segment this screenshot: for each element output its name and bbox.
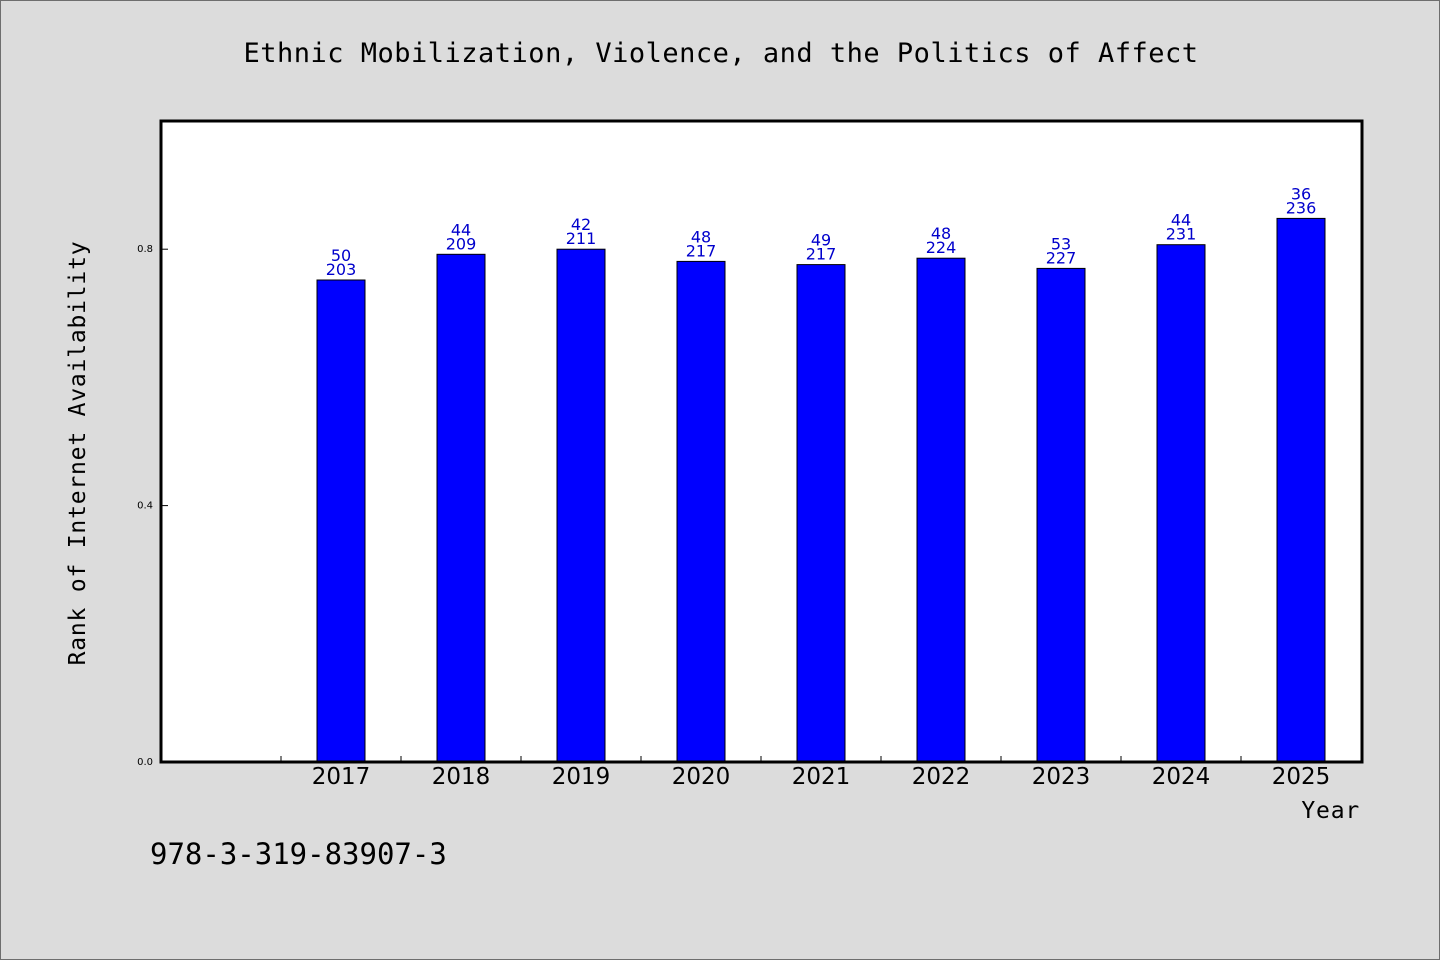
bar-2025 (1276, 217, 1326, 763)
bar-2021 (796, 264, 846, 763)
plot-frame (159, 119, 1364, 764)
data-label-top-2020: 48 (691, 227, 711, 246)
chart-title: Ethnic Mobilization, Violence, and the P… (243, 38, 1198, 69)
y-tick-label: 0.4 (137, 501, 153, 512)
bar-2022 (916, 257, 966, 763)
x-tick-label-2017: 2017 (312, 764, 371, 790)
data-label-top-2025: 36 (1291, 184, 1311, 203)
bar-2018 (436, 253, 486, 763)
data-label-bottom-2025: 236 (1286, 198, 1317, 217)
x-tick-label-2023: 2023 (1032, 764, 1091, 790)
ticks-group: 2017 2018 2019 2020 2021 2022 2023 2024 2025 0.0 0… (137, 244, 1362, 790)
x-tick-label-2025: 2025 (1272, 764, 1331, 790)
bars-group (316, 217, 1326, 763)
x-tick-label-2020: 2020 (672, 764, 731, 790)
data-label-bottom-2020: 217 (686, 241, 717, 260)
bar-2024 (1156, 244, 1206, 763)
footnote-isbn: 978-3-319-83907-3 (150, 837, 447, 871)
data-label-top-2018: 44 (451, 220, 471, 239)
x-axis-title: Year (1301, 798, 1360, 824)
data-label-bottom-2019: 211 (566, 229, 597, 248)
data-label-bottom-2021: 217 (806, 245, 837, 264)
data-label-bottom-2017: 203 (326, 260, 357, 279)
bar-2023 (1036, 267, 1086, 763)
x-tick-label-2022: 2022 (912, 764, 971, 790)
data-label-top-2017: 50 (331, 246, 351, 265)
data-label-top-2022: 48 (931, 224, 951, 243)
data-label-bottom-2023: 227 (1046, 248, 1077, 267)
bar-2019 (556, 248, 606, 763)
data-label-top-2023: 53 (1051, 234, 1071, 253)
x-tick-label-2024: 2024 (1152, 764, 1211, 790)
data-label-bottom-2024: 231 (1166, 225, 1197, 244)
y-tick-label: 0.8 (137, 244, 153, 255)
x-tick-label-2021: 2021 (792, 764, 851, 790)
bar-2017 (316, 279, 366, 763)
data-label-top-2019: 42 (571, 215, 591, 234)
x-tick-label-2019: 2019 (552, 764, 611, 790)
bar-2020 (676, 260, 726, 763)
data-label-top-2024: 44 (1171, 211, 1191, 230)
x-tick-label-2018: 2018 (432, 764, 491, 790)
data-label-bottom-2022: 224 (926, 238, 957, 257)
data-label-top-2021: 49 (811, 231, 831, 250)
y-axis-title: Rank of Internet Availability (65, 241, 91, 666)
data-label-bottom-2018: 209 (446, 234, 477, 253)
y-tick-label: 0.0 (137, 757, 153, 768)
